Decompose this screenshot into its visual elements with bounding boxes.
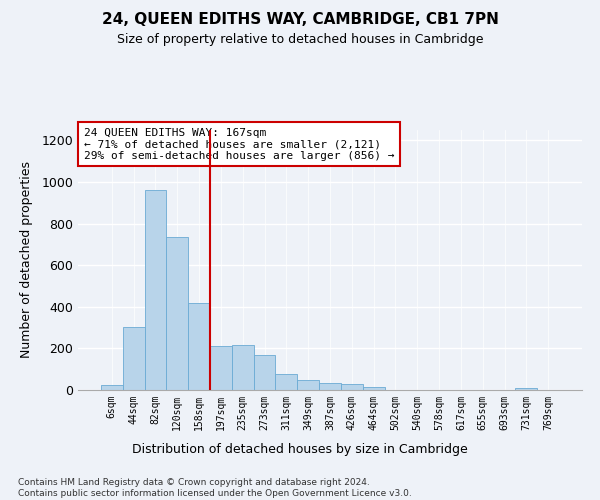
Bar bbox=[341, 384, 363, 390]
Bar bbox=[363, 387, 385, 390]
Bar bbox=[515, 388, 537, 390]
Y-axis label: Number of detached properties: Number of detached properties bbox=[20, 162, 33, 358]
Bar bbox=[166, 237, 188, 390]
Text: Distribution of detached houses by size in Cambridge: Distribution of detached houses by size … bbox=[132, 442, 468, 456]
Bar bbox=[145, 190, 166, 390]
Bar bbox=[188, 302, 210, 390]
Bar bbox=[254, 354, 275, 390]
Text: 24, QUEEN EDITHS WAY, CAMBRIDGE, CB1 7PN: 24, QUEEN EDITHS WAY, CAMBRIDGE, CB1 7PN bbox=[101, 12, 499, 28]
Bar bbox=[101, 385, 123, 390]
Bar bbox=[319, 382, 341, 390]
Bar bbox=[275, 374, 297, 390]
Bar bbox=[210, 346, 232, 390]
Text: Size of property relative to detached houses in Cambridge: Size of property relative to detached ho… bbox=[117, 32, 483, 46]
Bar bbox=[297, 380, 319, 390]
Bar bbox=[232, 346, 254, 390]
Text: Contains HM Land Registry data © Crown copyright and database right 2024.
Contai: Contains HM Land Registry data © Crown c… bbox=[18, 478, 412, 498]
Text: 24 QUEEN EDITHS WAY: 167sqm
← 71% of detached houses are smaller (2,121)
29% of : 24 QUEEN EDITHS WAY: 167sqm ← 71% of det… bbox=[84, 128, 395, 160]
Bar bbox=[123, 326, 145, 390]
